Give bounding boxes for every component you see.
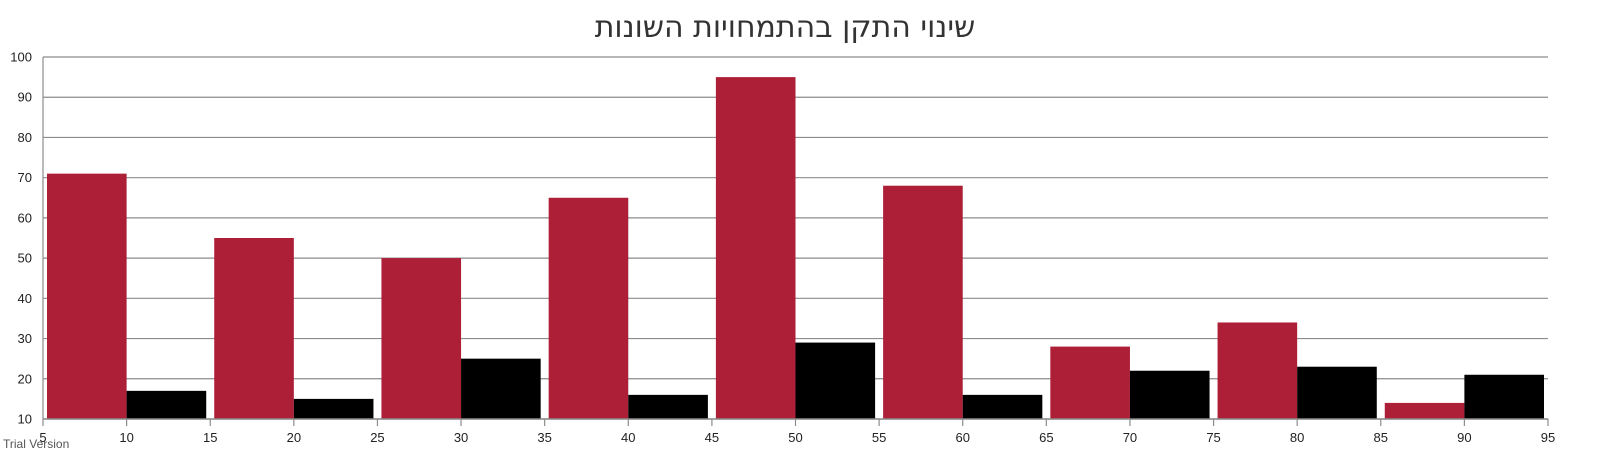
trial-watermark: Trial Version: [3, 437, 70, 451]
axes: [42, 57, 1549, 426]
x-tick-label: 90: [1457, 430, 1471, 445]
bar-series1-40: [548, 197, 629, 419]
x-tick-label: 75: [1206, 430, 1220, 445]
x-tick-label: 80: [1290, 430, 1304, 445]
bar-series1-80: [1217, 322, 1298, 419]
y-tick-label: 80: [18, 130, 32, 145]
y-axis-ticks: 10 20 30 40 50 60 70 80 90 100: [10, 50, 32, 427]
x-tick-label: 60: [955, 430, 969, 445]
chart-title: שינוי התקן בהתמחויות השונות: [595, 10, 976, 45]
bar-series1-20: [214, 238, 294, 419]
bar-series2-40: [628, 394, 708, 419]
x-tick-label: 15: [203, 430, 217, 445]
x-tick-label: 55: [872, 430, 886, 445]
bar-series1-50: [715, 77, 796, 419]
bar-series2-50: [795, 342, 876, 419]
x-tick-label: 20: [287, 430, 301, 445]
bars: [47, 77, 1544, 419]
x-tick-label: 10: [119, 430, 133, 445]
bar-series1-10: [47, 173, 127, 419]
y-tick-label: 30: [18, 331, 32, 346]
y-tick-label: 20: [18, 371, 32, 386]
y-tick-label: 90: [18, 90, 32, 105]
x-tick-label: 85: [1374, 430, 1388, 445]
y-tick-label: 70: [18, 170, 32, 185]
x-tick-label: 50: [788, 430, 802, 445]
y-tick-label: 10: [18, 412, 32, 427]
bar-series2-70: [1129, 370, 1210, 419]
bar-series2-60: [962, 394, 1043, 419]
x-tick-label: 65: [1039, 430, 1053, 445]
y-tick-label: 100: [10, 50, 32, 65]
bar-series1-70: [1050, 346, 1130, 419]
x-tick-label: 95: [1541, 430, 1555, 445]
bar-series2-10: [126, 390, 207, 419]
x-axis-ticks: 5 10 15 20 25 30 35 40 45 50 55 60 65 70 75 80 85 90 95: [39, 430, 1555, 445]
x-tick-label: 25: [370, 430, 384, 445]
bar-series2-20: [293, 398, 374, 419]
bar-series2-90: [1464, 374, 1544, 419]
x-tick-label: 30: [454, 430, 468, 445]
y-tick-label: 40: [18, 291, 32, 306]
x-tick-label: 40: [621, 430, 635, 445]
y-tick-label: 50: [18, 251, 32, 266]
bar-series2-80: [1297, 366, 1377, 419]
bar-series1-90: [1384, 402, 1465, 419]
x-tick-label: 70: [1123, 430, 1137, 445]
bar-series1-30: [381, 258, 462, 419]
x-tick-label: 5: [39, 430, 46, 445]
x-tick-label: 35: [537, 430, 551, 445]
x-tick-label: 45: [705, 430, 719, 445]
bar-series1-60: [883, 185, 963, 419]
y-tick-label: 60: [18, 210, 32, 225]
bar-series2-30: [461, 358, 541, 419]
